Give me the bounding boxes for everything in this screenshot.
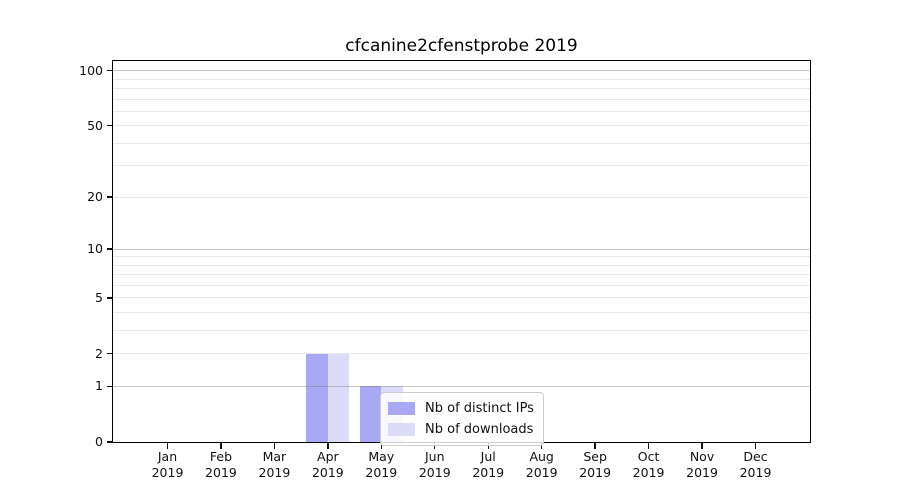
y-tick-label: 2: [95, 345, 103, 361]
x-tick-mark: [327, 443, 329, 449]
x-tick-label: Apr 2019: [311, 449, 344, 480]
gridline-minor: [113, 353, 810, 355]
legend: Nb of distinct IPs Nb of downloads: [380, 392, 544, 446]
x-tick-label: Jul 2019: [472, 449, 505, 480]
x-tick-label: Jan 2019: [151, 449, 184, 480]
y-tick-mark: [107, 70, 113, 72]
x-tick-mark: [380, 443, 382, 449]
gridline-minor: [113, 329, 810, 331]
legend-entry-downloads: Nb of downloads: [388, 419, 534, 440]
y-tick-mark: [107, 352, 113, 355]
x-tick-label: Oct 2019: [632, 449, 665, 480]
y-tick-label: 100: [79, 62, 103, 78]
x-tick-label: Mar 2019: [258, 449, 291, 480]
gridline-major: [113, 70, 810, 72]
x-tick-label: Dec 2019: [739, 449, 772, 480]
legend-swatch-downloads: [388, 423, 415, 436]
gridline-major: [113, 385, 810, 387]
y-tick-mark: [107, 441, 113, 443]
x-tick-label: Sep 2019: [579, 449, 612, 480]
y-tick-mark: [107, 196, 113, 198]
x-tick-label: Aug 2019: [525, 449, 558, 480]
x-tick-mark: [647, 443, 650, 449]
gridline-major: [113, 248, 810, 250]
gridline-minor: [113, 165, 810, 167]
gridline-minor: [113, 196, 810, 198]
bar-distinct-ips: [359, 386, 382, 442]
gridline-minor: [113, 78, 810, 80]
gridline-minor: [113, 284, 810, 286]
y-tick-label: 0: [95, 434, 103, 449]
gridline-minor: [113, 87, 810, 89]
x-tick-mark: [487, 443, 489, 449]
x-tick-mark: [754, 443, 757, 449]
gridline-minor: [113, 98, 810, 100]
legend-label-downloads: Nb of downloads: [425, 422, 534, 437]
x-tick-mark: [166, 443, 169, 449]
gridline-minor: [113, 312, 810, 314]
gridline-minor: [113, 274, 810, 276]
x-tick-mark: [220, 443, 222, 449]
y-tick-mark: [107, 125, 113, 127]
bar-downloads: [327, 353, 350, 442]
y-tick-mark: [107, 385, 113, 387]
y-tick-mark: [107, 297, 113, 299]
gridline-minor: [113, 297, 810, 299]
gridline-minor: [113, 142, 810, 144]
x-tick-label: Feb 2019: [205, 449, 237, 480]
y-tick-label: 1: [95, 378, 103, 394]
gridline-minor: [113, 125, 810, 127]
gridline-minor: [113, 110, 810, 112]
y-tick-label: 20: [87, 189, 103, 205]
bar-distinct-ips: [306, 353, 328, 442]
x-tick-mark: [273, 443, 276, 449]
x-tick-mark: [594, 443, 596, 449]
y-tick-label: 5: [95, 289, 103, 305]
gridline-minor: [113, 256, 810, 258]
legend-label-distinct-ips: Nb of distinct IPs: [425, 401, 534, 416]
x-tick-label: Nov 2019: [686, 449, 718, 480]
gridline-minor: [113, 264, 810, 266]
x-tick-mark: [701, 443, 703, 449]
x-tick-mark: [434, 443, 436, 449]
plot-area: Nb of distinct IPs Nb of downloads 0 1 2 5 1…: [79, 60, 811, 480]
legend-entry-distinct-ips: Nb of distinct IPs: [388, 398, 534, 419]
y-tick-label: 50: [87, 117, 103, 133]
x-tick-label: Jun 2019: [418, 449, 451, 480]
y-tick-label: 10: [87, 241, 103, 257]
legend-swatch-distinct-ips: [388, 402, 415, 415]
x-tick-label: May 2019: [365, 449, 398, 480]
y-tick-mark: [107, 248, 113, 250]
x-tick-mark: [540, 443, 543, 449]
chart-title: cfcanine2cfenstprobe 2019: [345, 36, 578, 56]
